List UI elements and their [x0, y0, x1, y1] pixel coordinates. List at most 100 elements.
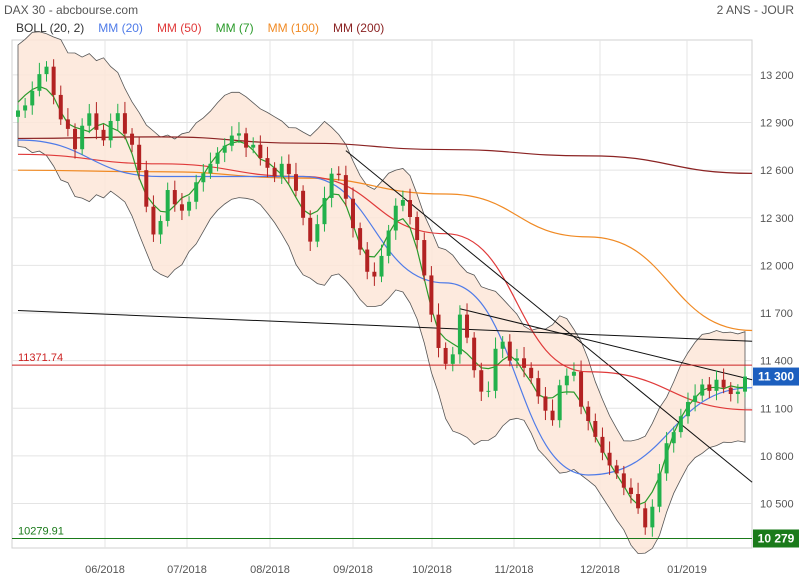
- candle-body: [308, 217, 313, 242]
- candle-body: [600, 436, 605, 453]
- candle-body: [215, 152, 220, 164]
- trend-line: [459, 308, 753, 381]
- candle-body: [678, 416, 683, 433]
- candle-body: [251, 144, 256, 148]
- candle-body: [122, 113, 127, 134]
- candle-body: [579, 371, 584, 407]
- candle-body: [422, 240, 427, 276]
- candle-body: [265, 158, 270, 168]
- price-tag: [753, 529, 799, 548]
- y-tick-label: 11 400: [760, 356, 793, 368]
- candle-body: [172, 190, 177, 205]
- x-tick-label: 06/2018: [85, 564, 125, 576]
- candle-body: [400, 200, 405, 206]
- candle-body: [73, 128, 78, 150]
- candle-body: [229, 135, 234, 146]
- price-tag-label: 10 279: [758, 531, 795, 545]
- candle-body: [130, 133, 135, 145]
- y-tick-label: 10 800: [760, 451, 794, 463]
- candle-body: [685, 401, 690, 417]
- legend-entry: MM (7): [215, 21, 254, 35]
- candle-body: [94, 113, 99, 130]
- candle-body: [486, 390, 491, 392]
- candle-body: [365, 249, 370, 272]
- candle-body: [408, 200, 413, 218]
- candle-body: [187, 201, 192, 211]
- candle-body: [343, 175, 348, 199]
- candle-body: [137, 144, 142, 171]
- moving-average-line: [17, 139, 753, 476]
- moving-average-line: [17, 136, 753, 174]
- price-tag-label: 11 300: [758, 370, 794, 384]
- candle-body: [457, 314, 462, 355]
- candle-body: [607, 452, 612, 466]
- candle-body: [201, 173, 206, 183]
- candle-body: [436, 314, 441, 348]
- y-tick-label: 11 100: [760, 403, 793, 415]
- candle-body: [51, 66, 56, 95]
- candle-body: [379, 255, 384, 277]
- candle-body: [507, 341, 512, 361]
- candle-body: [593, 421, 598, 437]
- candle-body: [628, 487, 633, 495]
- candle-body: [165, 190, 170, 221]
- candle-body: [151, 206, 156, 235]
- candle-body: [336, 173, 341, 176]
- candle-body: [301, 190, 306, 218]
- candle-body: [621, 473, 626, 488]
- candle-body: [465, 314, 470, 338]
- candle-body: [65, 119, 70, 129]
- legend-entry: MM (20): [98, 21, 143, 35]
- candle-body: [514, 358, 519, 361]
- candle-body: [743, 376, 747, 392]
- candle-body: [16, 110, 20, 117]
- candle-body: [372, 271, 377, 277]
- bollinger-band: [17, 31, 746, 555]
- x-tick-label: 10/2018: [412, 564, 452, 576]
- price-tag: [753, 367, 799, 386]
- x-tick-label: 09/2018: [333, 564, 373, 576]
- reference-line-label: 10279.91: [18, 525, 64, 537]
- x-tick-label: 08/2018: [250, 564, 290, 576]
- candle-body: [415, 217, 420, 241]
- chart-legend: BOLL (20, 2) MM (20) MM (50) MM (7) MM (100)…: [16, 21, 398, 35]
- candle-body: [44, 66, 49, 75]
- candle-body: [80, 125, 85, 150]
- candle-body: [721, 379, 726, 388]
- candle-body: [479, 370, 484, 392]
- candle-body: [472, 337, 477, 371]
- candle-body: [272, 167, 277, 177]
- y-tick-label: 12 600: [760, 165, 794, 177]
- candle-body: [536, 378, 541, 397]
- candle-body: [571, 371, 576, 376]
- candle-body: [23, 105, 28, 111]
- candle-body: [315, 224, 320, 242]
- candle-body: [700, 384, 705, 396]
- x-tick-label: 11/2018: [495, 564, 534, 576]
- candle-body: [614, 465, 619, 474]
- candle-body: [222, 145, 227, 153]
- candle-body: [707, 384, 712, 391]
- candle-body: [671, 432, 676, 444]
- y-tick-label: 11 700: [760, 308, 793, 320]
- candle-body: [728, 387, 733, 395]
- candle-body: [322, 197, 327, 225]
- reference-line-label: 11371.74: [18, 352, 63, 364]
- candle-body: [279, 163, 284, 177]
- candle-body: [293, 174, 298, 191]
- x-tick-label: 01/2019: [667, 564, 707, 576]
- candle-body: [643, 508, 648, 528]
- candle-body: [386, 230, 391, 256]
- y-tick-label: 12 000: [760, 260, 794, 272]
- candle-body: [115, 113, 120, 121]
- y-tick-label: 13 200: [760, 70, 794, 82]
- candle-body: [493, 348, 498, 391]
- candle-body: [500, 341, 505, 349]
- candle-body: [87, 113, 92, 126]
- candle-body: [236, 133, 241, 136]
- candle-body: [557, 385, 562, 421]
- candle-body: [329, 173, 334, 198]
- candle-body: [194, 182, 199, 202]
